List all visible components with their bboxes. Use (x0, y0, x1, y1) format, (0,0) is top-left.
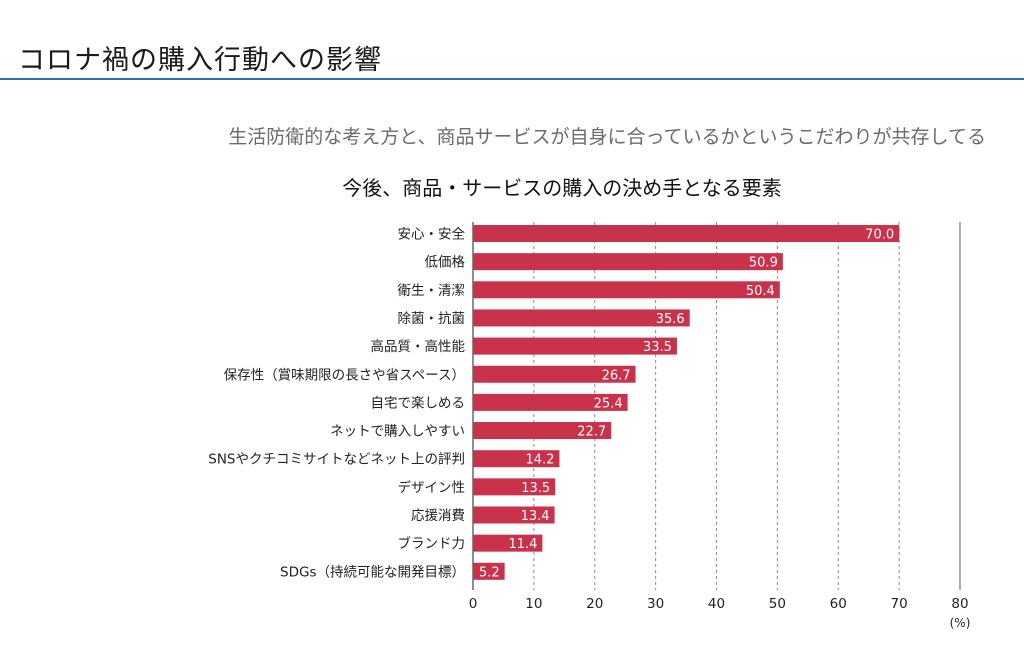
x-axis-unit: (%) (950, 616, 971, 630)
category-label: 衛生・清潔 (398, 283, 466, 299)
bar (473, 309, 690, 327)
data-label: 13.5 (521, 481, 550, 496)
x-tick-label: 70 (891, 596, 908, 612)
data-label: 70.0 (865, 228, 894, 243)
x-tick-label: 0 (469, 596, 478, 612)
page-title: コロナ禍の購入行動への影響 (18, 45, 382, 76)
x-tick-label: 20 (586, 596, 603, 612)
data-label: 13.4 (521, 509, 550, 524)
chart-title: 今後、商品・サービスの購入の決め手となる要素 (342, 176, 782, 200)
data-label: 11.4 (508, 537, 537, 552)
bar (473, 281, 780, 299)
x-tick-label: 50 (769, 596, 786, 612)
x-tick-label: 40 (708, 596, 725, 612)
bar (473, 534, 543, 552)
data-label: 22.7 (577, 425, 606, 440)
x-tick-label: 60 (830, 596, 847, 612)
category-label: 保存性（賞味期限の長さや省スペース） (224, 367, 465, 383)
data-label: 14.2 (525, 453, 554, 468)
category-label: SNSやクチコミサイトなどネット上の評判 (208, 452, 465, 468)
category-label: 安心・安全 (398, 226, 466, 243)
bar (473, 365, 636, 383)
bar (473, 337, 677, 355)
category-label: ネットで購入しやすい (330, 424, 465, 440)
bar (473, 450, 560, 468)
bar (473, 562, 505, 580)
data-label: 50.9 (749, 256, 778, 271)
data-label: 33.5 (643, 340, 672, 355)
category-label: 除菌・抗菌 (398, 311, 466, 327)
data-label: 35.6 (656, 312, 685, 327)
x-tick-label: 80 (951, 596, 968, 612)
page-subtitle: 生活防衛的な考え方と、商品サービスが自身に合っているかというこだわりが共存してる (228, 126, 986, 148)
data-label: 50.4 (746, 284, 775, 299)
bar (473, 478, 556, 496)
bar (473, 506, 555, 524)
bar (473, 253, 783, 271)
category-label: 高品質・高性能 (371, 338, 466, 355)
bar (473, 225, 900, 242)
x-tick-label: 30 (647, 596, 664, 612)
bar (473, 393, 628, 411)
category-label: 低価格 (425, 255, 466, 271)
category-label: 応援消費 (411, 508, 465, 524)
category-label: SDGs（持続可能な開発目標） (280, 564, 465, 580)
data-label: 26.7 (602, 368, 631, 383)
category-label: 自宅で楽しめる (371, 395, 466, 411)
data-label: 25.4 (594, 396, 623, 411)
bar (473, 422, 612, 440)
x-tick-label: 10 (525, 596, 542, 612)
title-divider (0, 78, 1024, 80)
category-label: デザイン性 (398, 479, 466, 496)
category-label: ブランド力 (398, 535, 466, 552)
data-label: 5.2 (479, 565, 500, 580)
